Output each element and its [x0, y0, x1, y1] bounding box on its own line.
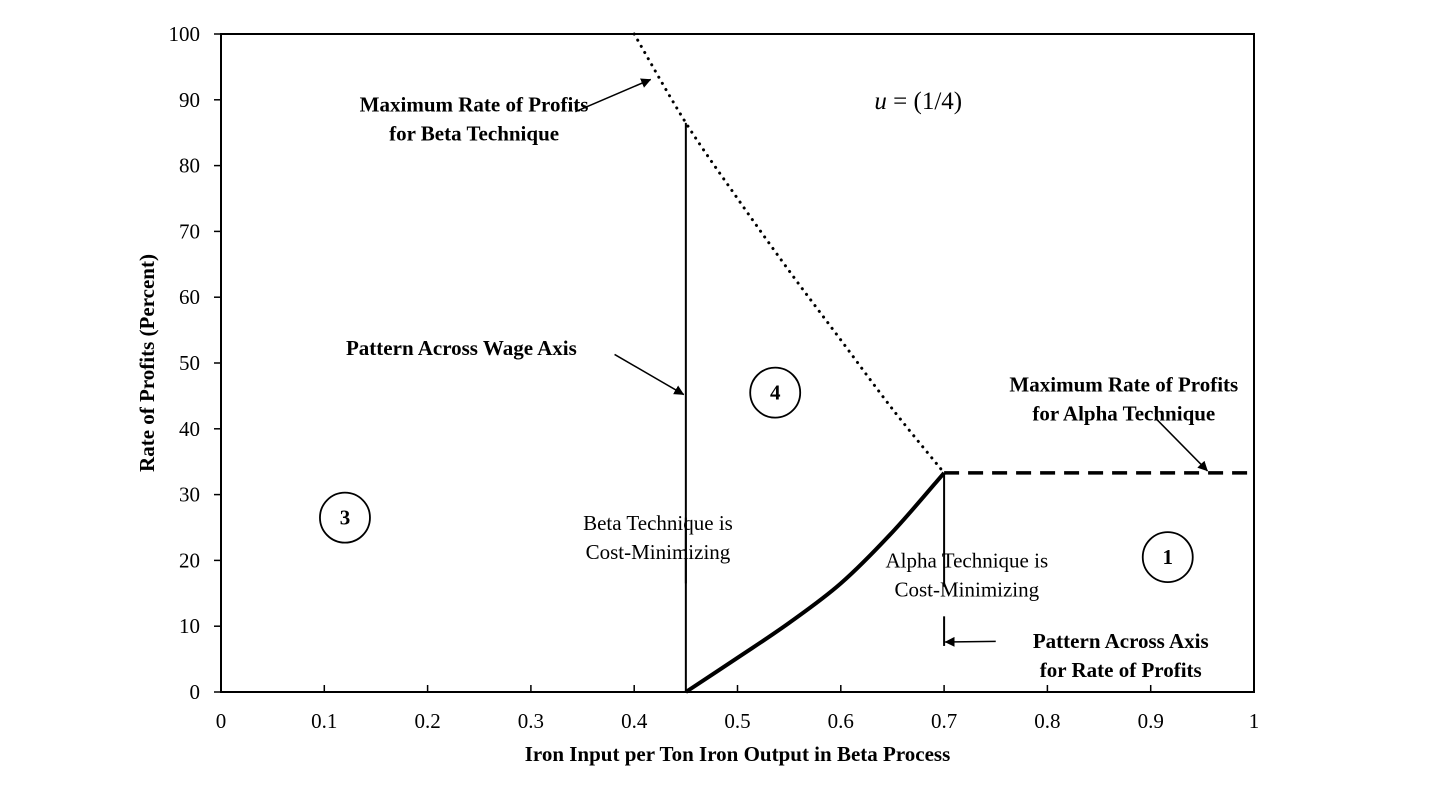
annotation-line: Alpha Technique is: [886, 549, 1049, 573]
y-tick-label: 20: [179, 548, 200, 572]
annotation-alpha-cost-minimizing: Alpha Technique is Cost-Minimizing: [886, 549, 1049, 602]
x-tick-label: 0.1: [311, 709, 337, 733]
series-layer: [632, 32, 1254, 694]
annotation-beta-cost-minimizing: Beta Technique is Cost-Minimizing: [583, 511, 733, 564]
plot-frame: [220, 33, 1255, 693]
x-tick-label: 0.4: [621, 709, 648, 733]
x-tick-label: 0.7: [931, 709, 957, 733]
annotation-line: for Rate of Profits: [1040, 658, 1202, 682]
y-tick-label: 70: [179, 219, 200, 243]
annotation-arrow: [575, 78, 652, 113]
region-label-3: 3: [319, 491, 371, 544]
annotation-line: Beta Technique is: [583, 511, 733, 535]
annotation-line: Pattern Across Wage Axis: [346, 336, 577, 360]
x-tick-label: 0.5: [724, 709, 750, 733]
y-tick-label: 50: [179, 351, 200, 375]
y-tick-label: 100: [169, 22, 201, 46]
annotation-arrow: [1156, 419, 1209, 472]
annotation-line: Maximum Rate of Profits: [360, 93, 589, 117]
series-thick-curve: [684, 471, 946, 694]
y-tick-label: 60: [179, 285, 200, 309]
region-label-4: 4: [749, 366, 802, 419]
series-dotted-line: [632, 32, 946, 475]
annotation-pattern-profit-axis: Pattern Across Axis for Rate of Profits: [944, 629, 1209, 682]
x-tick-label: 0.6: [828, 709, 854, 733]
y-tick-label: 30: [179, 483, 200, 507]
region-number: 3: [340, 506, 351, 530]
annotation-max-rate-beta: Maximum Rate of Profits for Beta Techniqu…: [360, 78, 652, 146]
parameter-label: u = (1/4): [874, 88, 962, 115]
y-tick-label: 0: [190, 680, 201, 704]
x-tick-label: 1: [1249, 709, 1260, 733]
x-axis-title: Iron Input per Ton Iron Output in Beta P…: [525, 742, 951, 766]
plot-area: [220, 33, 1255, 693]
region-circle: [749, 366, 802, 419]
parameter-value: = (1/4): [887, 88, 962, 115]
annotation-line: Pattern Across Axis: [1033, 629, 1209, 653]
x-tick-label: 0.9: [1138, 709, 1164, 733]
x-tick-label: 0.2: [414, 709, 440, 733]
annotation-line: for Beta Technique: [389, 122, 559, 146]
x-tick-label: 0.3: [518, 709, 544, 733]
y-tick-label: 80: [179, 154, 200, 178]
annotation-arrow: [614, 353, 685, 396]
region-circle: [1141, 531, 1194, 584]
annotation-line: Cost-Minimizing: [894, 578, 1039, 602]
y-axis-title: Rate of Profits (Percent): [135, 254, 159, 472]
ticks-layer: 0 0.1 0.2 0.3 0.4 0.5 0.6 0.7 0.8 0.9 101020304050…: [169, 22, 1260, 733]
annotation-layer: 3 4 1 Maximum Rate of Profits for Beta Techn…: [319, 78, 1238, 682]
y-tick-label: 10: [179, 614, 200, 638]
region-number: 4: [770, 381, 781, 405]
x-tick-label: 0.8: [1034, 709, 1060, 733]
annotation-line: Cost-Minimizing: [586, 540, 731, 564]
parameter-variable: u: [874, 88, 887, 115]
annotation-line: Maximum Rate of Profits: [1009, 372, 1238, 396]
annotation-max-rate-alpha: Maximum Rate of Profits for Alpha Techniq…: [1009, 372, 1238, 472]
region-circle: [319, 491, 371, 544]
y-tick-label: 40: [179, 417, 200, 441]
region-label-1: 1: [1141, 531, 1194, 584]
x-tick-label: 0: [216, 709, 227, 733]
annotation-arrow: [944, 636, 996, 647]
region-number: 1: [1162, 545, 1173, 569]
annotation-line: for Alpha Technique: [1032, 401, 1215, 425]
y-tick-label: 90: [179, 88, 200, 112]
annotation-pattern-wage-axis: Pattern Across Wage Axis: [346, 336, 685, 396]
